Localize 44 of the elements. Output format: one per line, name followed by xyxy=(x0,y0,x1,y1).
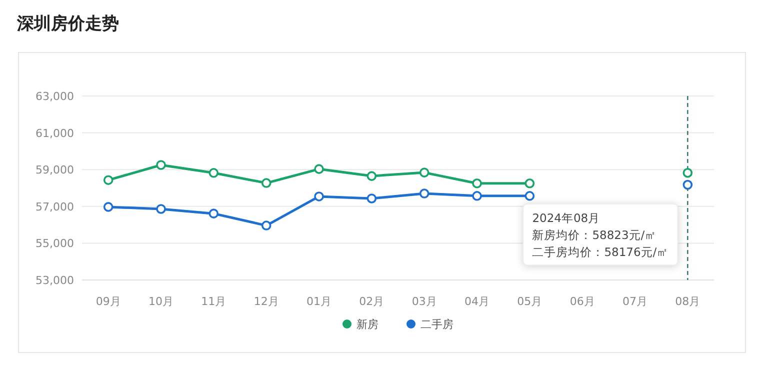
point xyxy=(261,178,272,188)
point xyxy=(524,178,535,188)
point xyxy=(261,220,272,230)
y-tick-label: 59,000 xyxy=(36,164,74,177)
point xyxy=(419,168,430,178)
x-tick-label: 08月 xyxy=(675,295,700,308)
y-tick-label: 61,000 xyxy=(36,126,74,140)
point xyxy=(103,202,114,212)
point xyxy=(156,160,166,170)
point xyxy=(472,178,482,188)
legend-label: 新房 xyxy=(356,318,378,331)
point xyxy=(682,168,693,178)
x-tick-label: 02月 xyxy=(359,295,384,308)
point xyxy=(208,208,219,218)
point xyxy=(682,180,693,190)
annotation: 2024年08月 xyxy=(532,211,600,225)
y-tick-label: 53,000 xyxy=(36,274,74,287)
point xyxy=(103,175,114,185)
y-tick-label: 63,000 xyxy=(36,90,74,103)
x-tick-label: 09月 xyxy=(96,295,121,308)
point xyxy=(314,192,324,202)
point xyxy=(156,204,166,214)
point xyxy=(419,188,430,198)
x-tick-label: 04月 xyxy=(464,295,490,308)
point xyxy=(366,194,377,204)
annotation: 新房均价：58823元/㎡ xyxy=(532,228,657,242)
y-tick-label: 55,000 xyxy=(36,237,74,250)
x-tick-label: 05月 xyxy=(517,295,542,308)
x-tick-label: 07月 xyxy=(622,295,648,308)
annotation: 二手房均价：58176元/㎡ xyxy=(532,245,669,259)
point xyxy=(366,171,377,181)
x-tick-label: 12月 xyxy=(254,295,279,308)
point xyxy=(208,168,219,178)
point xyxy=(472,191,482,201)
chart-title: 深圳房价走势 xyxy=(16,14,119,34)
point xyxy=(314,164,324,174)
x-tick-label: 01月 xyxy=(306,295,332,308)
point xyxy=(524,191,535,201)
x-tick-label: 06月 xyxy=(570,295,595,308)
x-tick-label: 03月 xyxy=(412,295,437,308)
x-tick-label: 11月 xyxy=(201,295,226,308)
y-tick-label: 57,000 xyxy=(36,200,74,214)
x-tick-label: 10月 xyxy=(148,295,174,308)
legend-label: 二手房 xyxy=(420,318,454,331)
